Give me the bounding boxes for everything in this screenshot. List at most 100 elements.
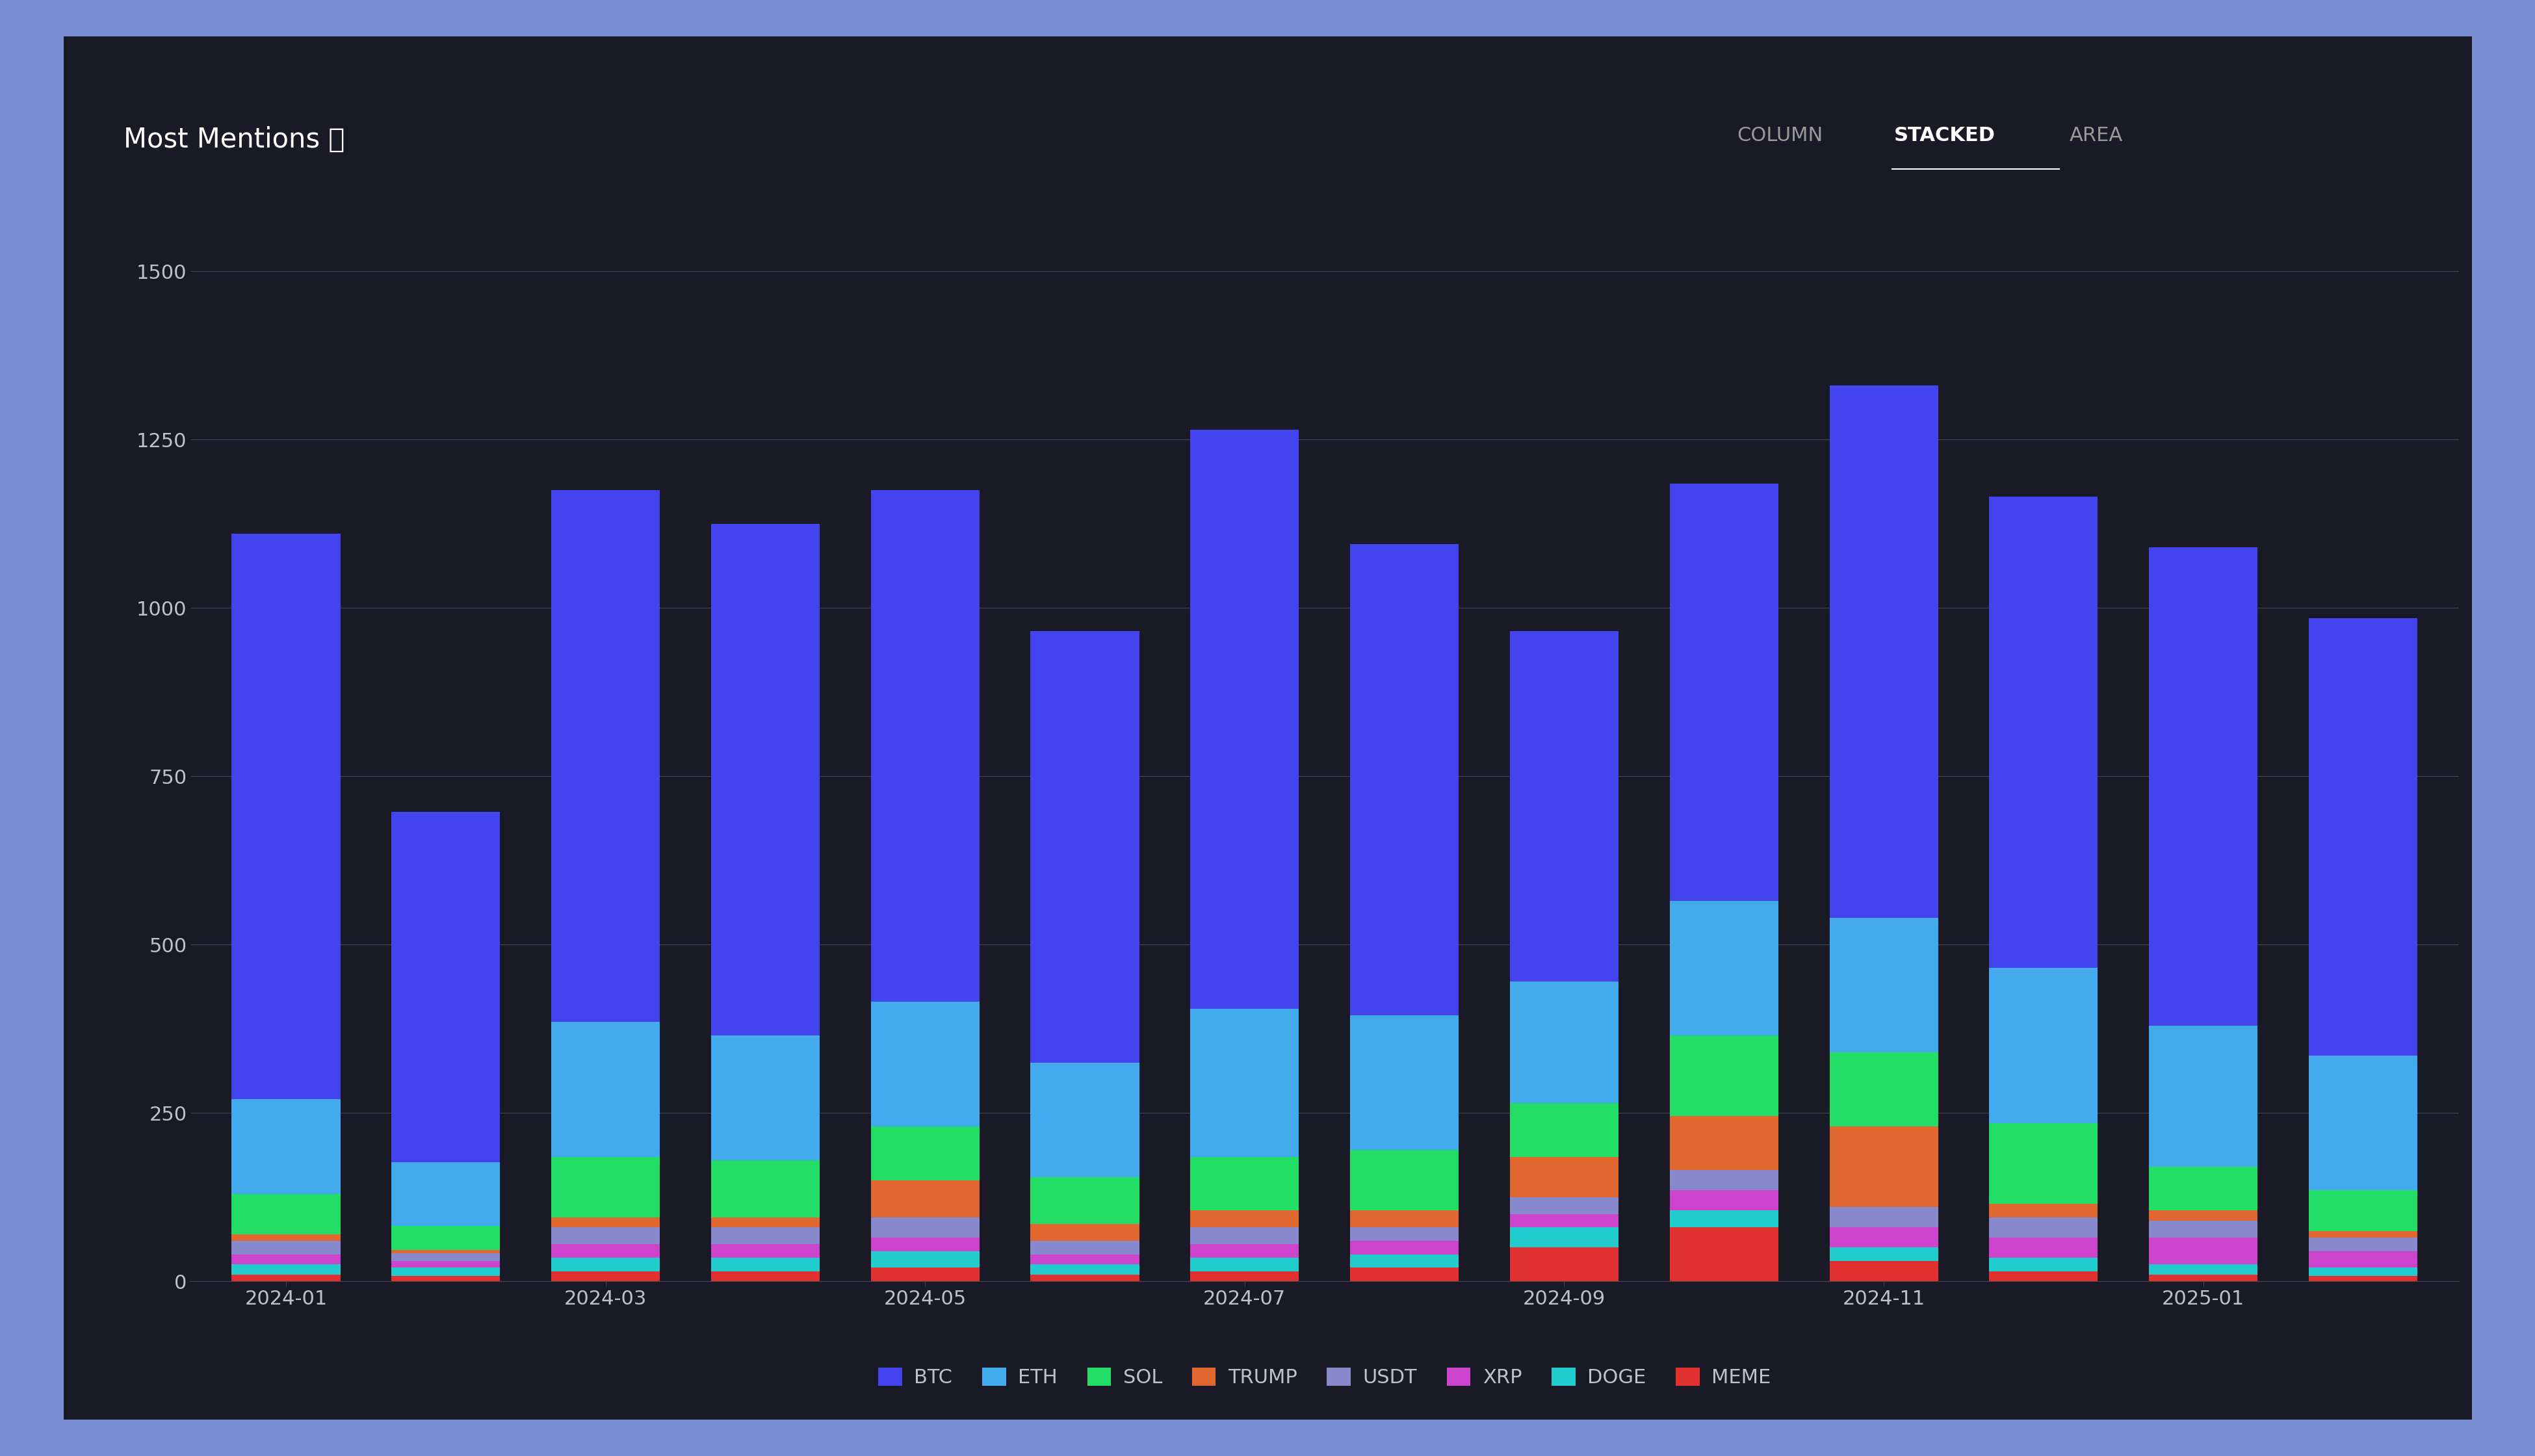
Bar <box>1830 1261 1939 1281</box>
Bar <box>550 1227 659 1245</box>
Bar <box>1830 386 1939 917</box>
Bar <box>390 1254 499 1261</box>
Bar <box>1351 1254 1458 1268</box>
Bar <box>1830 1248 1939 1261</box>
Bar <box>1830 1127 1939 1207</box>
Bar <box>1830 917 1939 1053</box>
Bar <box>390 1261 499 1268</box>
Bar <box>390 812 499 1162</box>
Bar <box>2150 1025 2259 1166</box>
Bar <box>2309 1251 2418 1268</box>
Bar <box>390 1268 499 1275</box>
Bar <box>1511 1102 1617 1156</box>
Bar <box>1511 1227 1617 1248</box>
Bar <box>1511 632 1617 981</box>
Bar <box>1032 1274 1138 1281</box>
Bar <box>550 1258 659 1271</box>
Bar <box>2309 1268 2418 1275</box>
Bar <box>710 1035 819 1160</box>
Bar <box>1191 1271 1298 1281</box>
Bar <box>1830 1227 1939 1248</box>
Bar <box>710 1217 819 1227</box>
Bar <box>1511 1214 1617 1227</box>
Bar <box>2150 1166 2259 1210</box>
Bar <box>1032 1264 1138 1274</box>
Bar <box>1351 1268 1458 1281</box>
Bar <box>1830 1053 1939 1127</box>
Bar <box>872 491 979 1002</box>
Bar <box>1191 1258 1298 1271</box>
Bar <box>1990 1204 2099 1217</box>
Bar <box>1671 1191 1780 1210</box>
Bar <box>2309 1056 2418 1191</box>
Bar <box>872 1181 979 1217</box>
Legend: BTC, ETH, SOL, TRUMP, USDT, XRP, DOGE, MEME: BTC, ETH, SOL, TRUMP, USDT, XRP, DOGE, M… <box>870 1360 1780 1395</box>
Text: AREA: AREA <box>2069 127 2122 146</box>
Bar <box>1511 1197 1617 1214</box>
Text: COLUMN: COLUMN <box>1736 127 1823 146</box>
Bar <box>1671 1035 1780 1117</box>
Bar <box>231 1099 340 1194</box>
Bar <box>710 1258 819 1271</box>
Bar <box>1511 981 1617 1102</box>
Bar <box>1032 1224 1138 1241</box>
Bar <box>550 1245 659 1258</box>
Bar <box>1990 1238 2099 1258</box>
Bar <box>1671 1171 1780 1191</box>
Bar <box>872 1268 979 1281</box>
Bar <box>1351 1227 1458 1241</box>
Bar <box>2309 1230 2418 1238</box>
Bar <box>872 1002 979 1127</box>
Bar <box>2150 1274 2259 1281</box>
Bar <box>1671 1227 1780 1281</box>
Bar <box>872 1251 979 1268</box>
Bar <box>390 1162 499 1226</box>
Bar <box>231 1254 340 1264</box>
Bar <box>1351 1015 1458 1150</box>
Bar <box>710 1160 819 1217</box>
Bar <box>550 1022 659 1156</box>
Text: Most Mentions ⓘ: Most Mentions ⓘ <box>124 127 345 154</box>
Bar <box>1191 1245 1298 1258</box>
Bar <box>1191 1156 1298 1210</box>
Bar <box>1990 1271 2099 1281</box>
Bar <box>231 1235 340 1241</box>
Bar <box>1351 1210 1458 1227</box>
Bar <box>1191 1227 1298 1245</box>
Bar <box>1671 1117 1780 1171</box>
Bar <box>2309 1275 2418 1281</box>
Bar <box>550 1156 659 1217</box>
Bar <box>710 524 819 1035</box>
Bar <box>2150 1238 2259 1264</box>
Bar <box>1990 1217 2099 1238</box>
Bar <box>1511 1156 1617 1197</box>
Bar <box>550 1271 659 1281</box>
Bar <box>1990 1123 2099 1204</box>
Bar <box>1990 968 2099 1123</box>
Bar <box>710 1271 819 1281</box>
Bar <box>390 1249 499 1254</box>
Bar <box>390 1226 499 1249</box>
Bar <box>1032 1254 1138 1264</box>
Bar <box>2309 1238 2418 1251</box>
Bar <box>2150 547 2259 1025</box>
Bar <box>231 1194 340 1235</box>
Bar <box>1351 545 1458 1015</box>
Bar <box>2150 1264 2259 1274</box>
Bar <box>1511 1248 1617 1281</box>
Bar <box>2150 1210 2259 1220</box>
Bar <box>231 1264 340 1274</box>
Bar <box>1990 1258 2099 1271</box>
Bar <box>2309 617 2418 1056</box>
Bar <box>1032 1176 1138 1224</box>
Bar <box>872 1217 979 1238</box>
Bar <box>1671 1210 1780 1227</box>
Bar <box>872 1238 979 1251</box>
Bar <box>1191 1210 1298 1227</box>
Bar <box>710 1227 819 1245</box>
Bar <box>390 1275 499 1281</box>
Bar <box>1671 901 1780 1035</box>
Bar <box>550 1217 659 1227</box>
Bar <box>231 534 340 1099</box>
Bar <box>1351 1150 1458 1210</box>
